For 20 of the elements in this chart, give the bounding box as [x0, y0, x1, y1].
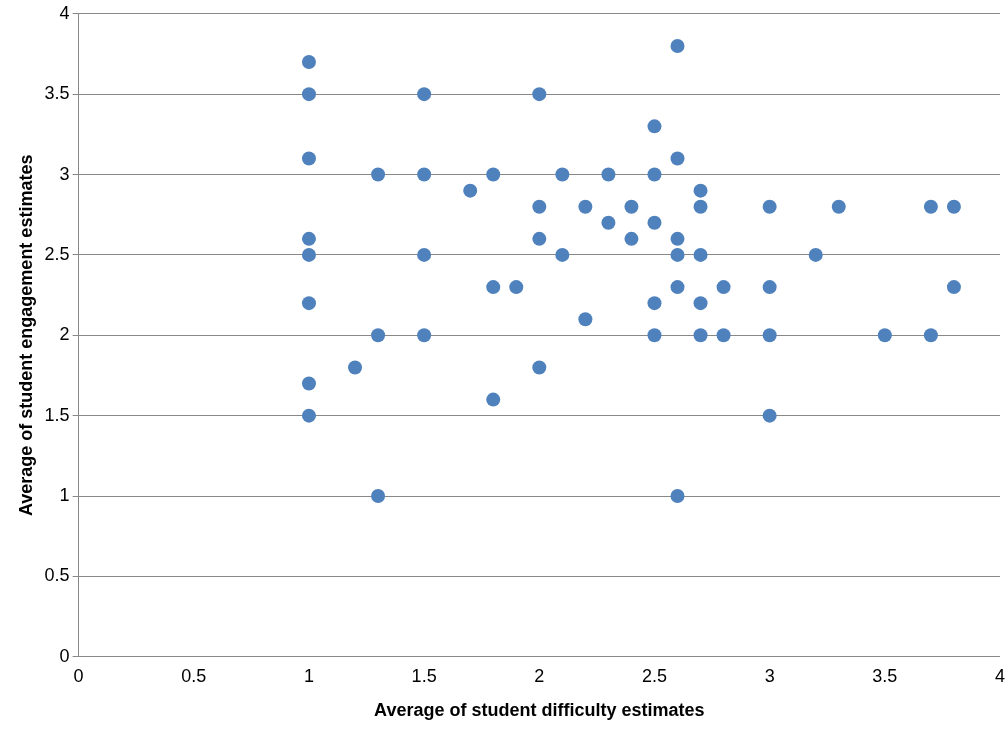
x-tick-label: 1 — [303, 665, 314, 686]
x-tick-label: 2.5 — [641, 665, 667, 686]
y-tick-label: 2 — [59, 324, 70, 345]
y-tick-label: 1 — [59, 485, 70, 506]
x-tick-label: 2 — [534, 665, 545, 686]
y-tick-label: 2.5 — [44, 243, 70, 264]
x-tick-label: 4 — [994, 665, 1005, 686]
y-tick-label: 3.5 — [44, 83, 70, 104]
y-tick-label: 3 — [59, 163, 70, 184]
y-tick-label: 4 — [59, 2, 70, 23]
y-axis-title: Average of student engagement estimates — [15, 154, 36, 517]
x-axis-title: Average of student difficulty estimates — [374, 700, 705, 721]
x-tick-label: 3 — [764, 665, 775, 686]
x-tick-label: 0.5 — [181, 665, 207, 686]
y-tick-label: 0.5 — [44, 565, 70, 586]
y-tick-label: 1.5 — [44, 404, 70, 425]
x-tick-label: 1.5 — [411, 665, 437, 686]
x-tick-label: 3.5 — [872, 665, 898, 686]
x-tick-label: 0 — [73, 665, 84, 686]
y-tick-label: 0 — [59, 645, 70, 666]
